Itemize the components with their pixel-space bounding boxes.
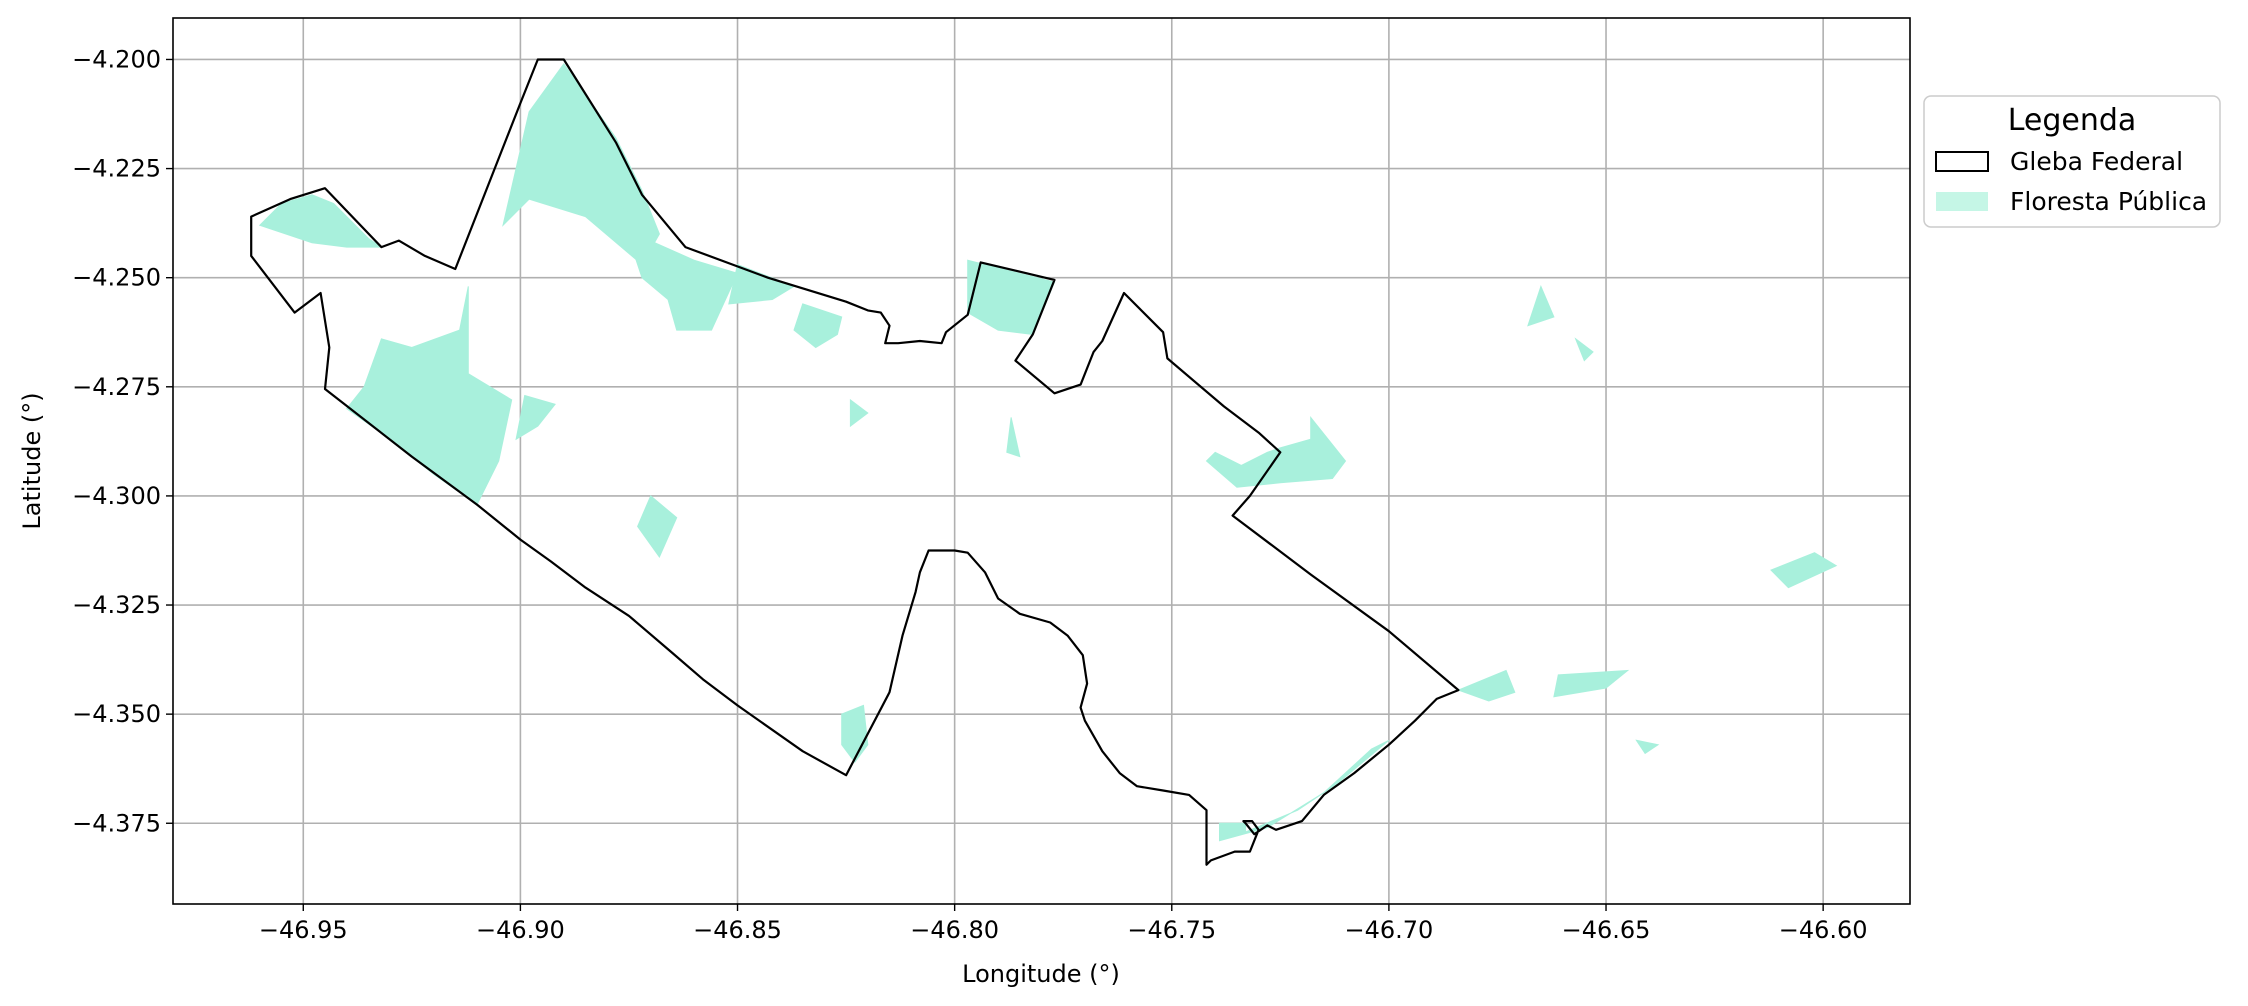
floresta-publica-patch (1770, 552, 1838, 589)
gleba-federal-layer (250, 58, 1460, 866)
y-tick-label: −4.300 (72, 482, 161, 510)
floresta-publica-patch (793, 303, 843, 349)
y-tick-label: −4.350 (72, 700, 161, 728)
floresta-publica-patch (1635, 739, 1660, 755)
y-tick-label: −4.200 (72, 45, 161, 73)
x-tick-label: −46.80 (910, 916, 999, 944)
gleba-federal-boundary (250, 58, 1460, 866)
x-tick-label: −46.85 (693, 916, 782, 944)
floresta-publica-patch (849, 398, 869, 428)
x-axis-ticks: −46.95 −46.90 −46.85 −46.80 −46.75 −46.70 −46.… (259, 904, 1868, 944)
y-tick-label: −4.250 (72, 264, 161, 292)
floresta-publica-patch (637, 495, 678, 559)
floresta-publica-patch (1006, 417, 1021, 458)
floresta-publica-patch (967, 259, 1056, 335)
x-tick-label: −46.90 (476, 916, 565, 944)
x-tick-label: −46.95 (259, 916, 348, 944)
x-tick-label: −46.75 (1127, 916, 1216, 944)
x-tick-label: −46.60 (1779, 916, 1868, 944)
floresta-publica-patch (515, 394, 556, 441)
legend-swatch-floresta-publica (1936, 192, 1988, 211)
legend-label-floresta-publica: Floresta Pública (2010, 187, 2207, 216)
y-axis-title: Latitude (°) (18, 392, 46, 529)
y-tick-label: −4.325 (72, 591, 161, 619)
floresta-publica-patch (1205, 415, 1347, 488)
legend-swatch-gleba-federal (1935, 151, 1989, 172)
legend: Legenda Gleba Federal Floresta Pública (1923, 95, 2221, 228)
floresta-publica-patch (502, 62, 660, 266)
floresta-publica-patch (1574, 337, 1594, 362)
x-tick-label: −46.70 (1344, 916, 1433, 944)
legend-box (1923, 95, 2221, 228)
floresta-publica-patch (615, 198, 739, 331)
floresta-publica-layer (258, 62, 1838, 842)
x-axis-title: Longitude (°) (962, 960, 1120, 988)
y-tick-label: −4.375 (72, 809, 161, 837)
floresta-publica-patch (1457, 669, 1516, 702)
y-tick-label: −4.275 (72, 373, 161, 401)
floresta-publica-patch (1527, 284, 1555, 327)
floresta-publica-patch (1553, 669, 1630, 698)
y-tick-label: −4.225 (72, 155, 161, 183)
y-axis-ticks: −4.200 −4.225 −4.250 −4.275 −4.300 −4.325 −4.3… (72, 45, 173, 837)
plot-frame (172, 17, 1911, 905)
legend-label-gleba-federal: Gleba Federal (2010, 147, 2183, 176)
legend-title: Legenda (2008, 103, 2137, 138)
x-tick-label: −46.65 (1562, 916, 1651, 944)
